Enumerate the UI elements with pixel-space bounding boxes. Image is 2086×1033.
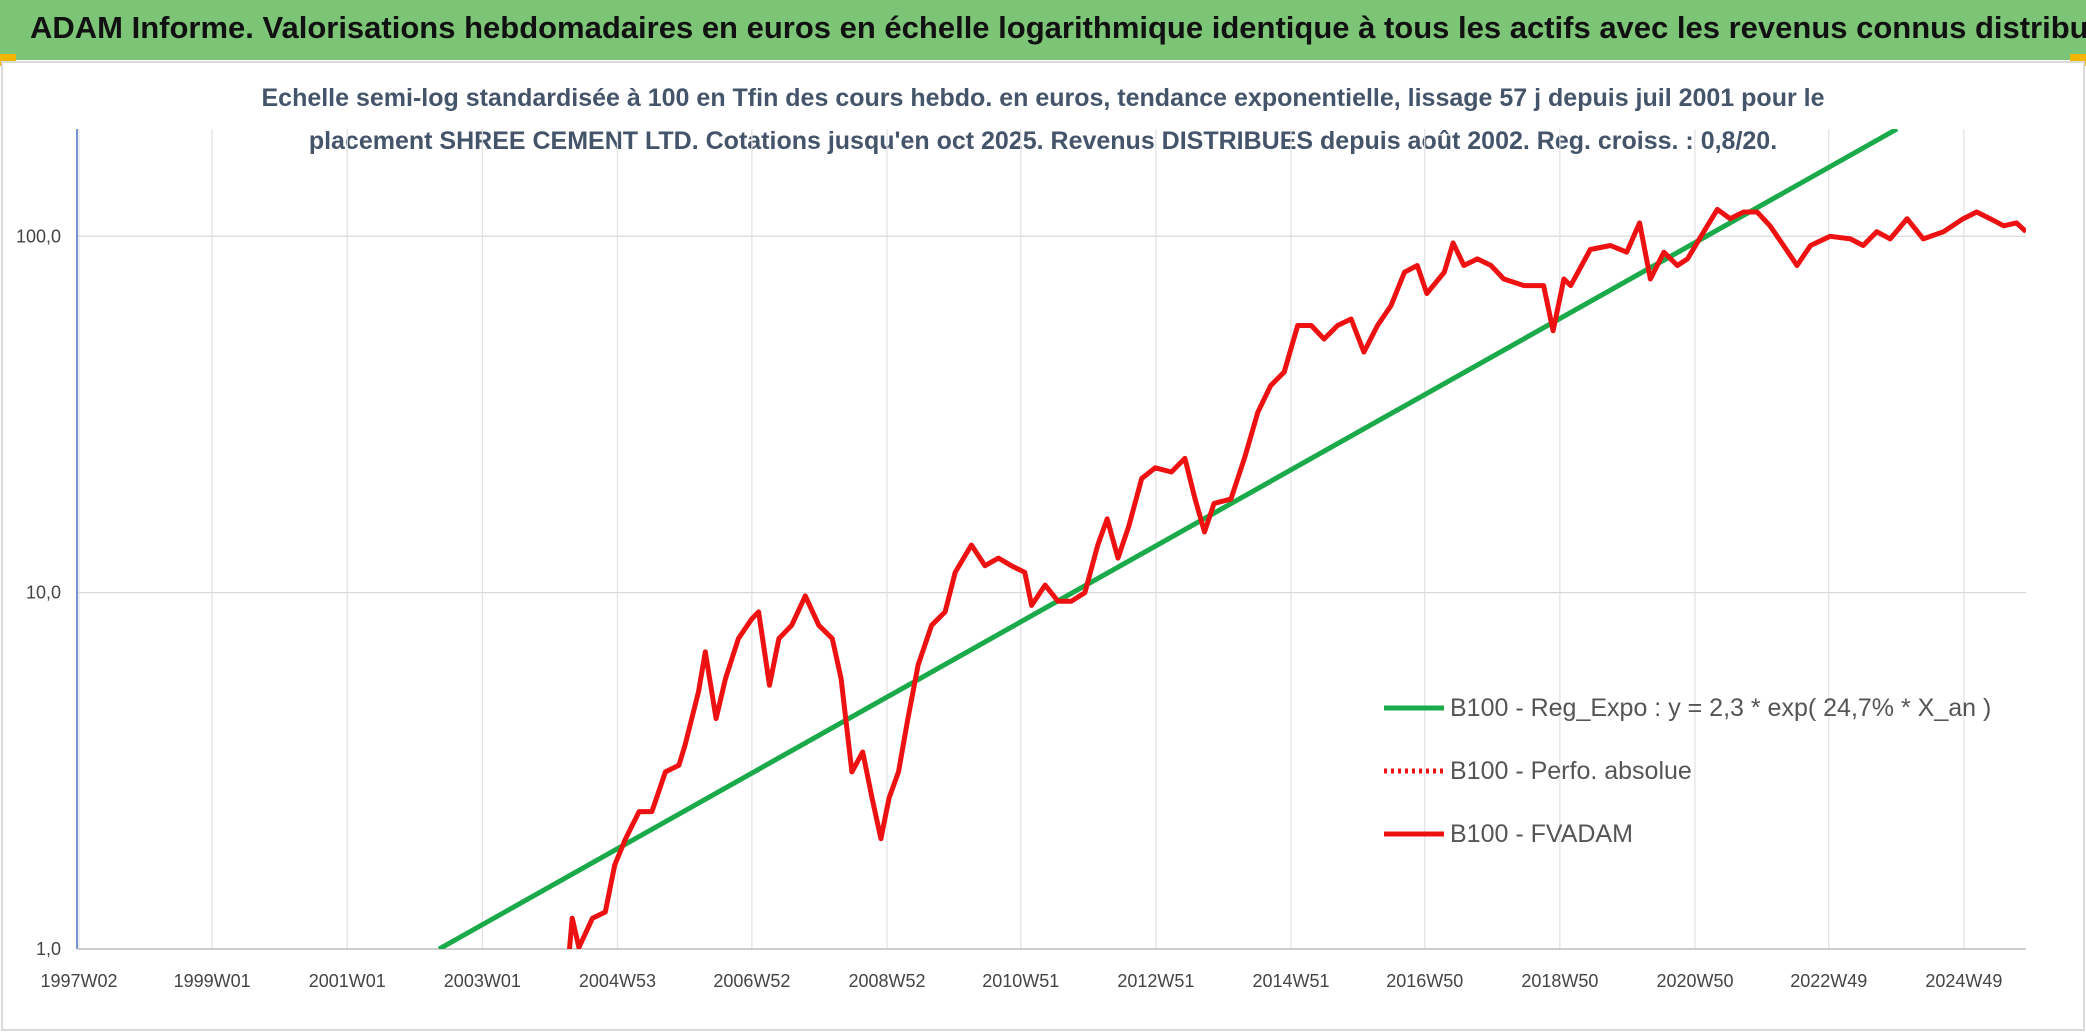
x-tick-label: 2024W49 <box>1925 971 2002 991</box>
x-tick-label: 2001W01 <box>309 971 386 991</box>
y-tick-label: 1,0 <box>36 939 61 959</box>
legend-label: B100 - Reg_Expo : y = 2,3 * exp( 24,7% *… <box>1450 694 1991 722</box>
banner: ADAM Informe. Valorisations hebdomadaire… <box>0 0 2086 60</box>
x-tick-label: 2004W53 <box>579 971 656 991</box>
x-tick-label: 2018W50 <box>1521 971 1598 991</box>
chart-frame <box>1 61 2085 1031</box>
y-tick-label: 10,0 <box>26 583 61 603</box>
x-tick-label: 1997W02 <box>40 971 117 991</box>
x-tick-label: 2022W49 <box>1790 971 1867 991</box>
legend-label: B100 - FVADAM <box>1450 820 1633 848</box>
x-tick-label: 2014W51 <box>1252 971 1329 991</box>
x-tick-label: 2003W01 <box>444 971 521 991</box>
page-title: ADAM Informe. Valorisations hebdomadaire… <box>30 10 2086 45</box>
x-tick-label: 2006W52 <box>713 971 790 991</box>
chart-subtitle: placement SHREE CEMENT LTD. Cotations ju… <box>309 127 1777 155</box>
series-line <box>567 206 2026 949</box>
series-line <box>437 129 1899 949</box>
x-tick-label: 2012W51 <box>1117 971 1194 991</box>
x-tick-label: 2020W50 <box>1656 971 1733 991</box>
chart-subtitle: Echelle semi-log standardisée à 100 en T… <box>261 84 1824 112</box>
y-tick-label: 100,0 <box>16 226 61 246</box>
x-tick-label: 2016W50 <box>1386 971 1463 991</box>
legend-label: B100 - Perfo. absolue <box>1450 757 1692 785</box>
x-tick-label: 2008W52 <box>848 971 925 991</box>
x-tick-label: 2010W51 <box>982 971 1059 991</box>
x-tick-label: 1999W01 <box>174 971 251 991</box>
chart: Echelle semi-log standardisée à 100 en T… <box>1 61 2085 1031</box>
